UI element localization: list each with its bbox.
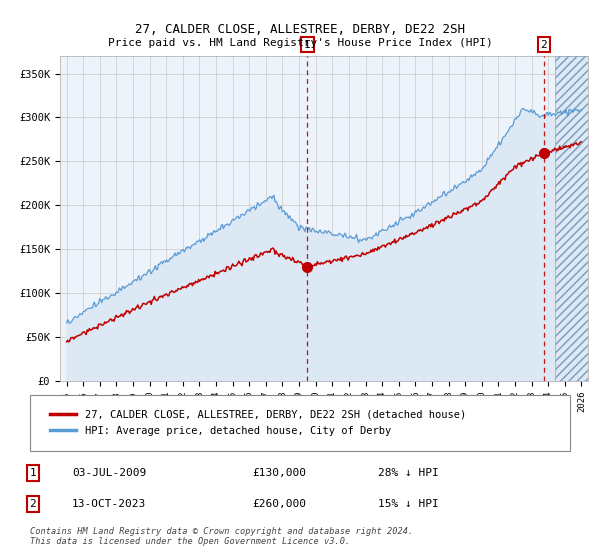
Text: 2: 2 xyxy=(29,499,37,509)
Text: 13-OCT-2023: 13-OCT-2023 xyxy=(72,499,146,509)
Text: 1: 1 xyxy=(29,468,37,478)
Text: 03-JUL-2009: 03-JUL-2009 xyxy=(72,468,146,478)
Text: 27, CALDER CLOSE, ALLESTREE, DERBY, DE22 2SH: 27, CALDER CLOSE, ALLESTREE, DERBY, DE22… xyxy=(135,24,465,36)
Text: Contains HM Land Registry data © Crown copyright and database right 2024.
This d: Contains HM Land Registry data © Crown c… xyxy=(30,526,413,546)
Text: £130,000: £130,000 xyxy=(252,468,306,478)
Legend: 27, CALDER CLOSE, ALLESTREE, DERBY, DE22 2SH (detached house), HPI: Average pric: 27, CALDER CLOSE, ALLESTREE, DERBY, DE22… xyxy=(46,405,470,440)
Text: Price paid vs. HM Land Registry's House Price Index (HPI): Price paid vs. HM Land Registry's House … xyxy=(107,38,493,48)
Text: £260,000: £260,000 xyxy=(252,499,306,509)
Text: 15% ↓ HPI: 15% ↓ HPI xyxy=(378,499,439,509)
Text: 2: 2 xyxy=(541,40,547,49)
Bar xyxy=(555,56,588,381)
Text: 1: 1 xyxy=(304,40,311,49)
Text: 28% ↓ HPI: 28% ↓ HPI xyxy=(378,468,439,478)
FancyBboxPatch shape xyxy=(30,395,570,451)
